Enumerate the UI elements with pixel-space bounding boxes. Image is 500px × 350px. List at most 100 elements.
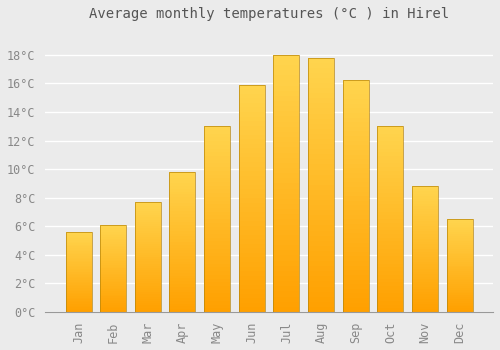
Bar <box>342 280 368 284</box>
Bar <box>412 292 438 294</box>
Bar <box>66 245 92 246</box>
Bar <box>308 88 334 93</box>
Bar <box>135 248 161 250</box>
Bar <box>308 205 334 210</box>
Bar <box>135 219 161 222</box>
Bar <box>239 198 265 203</box>
Bar <box>412 211 438 214</box>
Bar <box>239 185 265 189</box>
Bar <box>100 286 126 288</box>
Bar <box>446 301 472 303</box>
Bar <box>204 148 230 152</box>
Bar <box>274 209 299 214</box>
Bar <box>412 272 438 274</box>
Bar <box>308 200 334 205</box>
Bar <box>66 262 92 264</box>
Bar <box>170 250 196 253</box>
Bar <box>170 225 196 228</box>
Bar <box>378 264 404 267</box>
Bar <box>100 272 126 274</box>
Bar <box>66 250 92 251</box>
Bar <box>239 280 265 285</box>
Bar <box>135 277 161 279</box>
Bar <box>66 246 92 248</box>
Bar <box>170 214 196 217</box>
Bar <box>204 126 230 130</box>
Bar <box>274 173 299 178</box>
Bar <box>446 239 472 241</box>
Bar <box>378 148 404 152</box>
Bar <box>378 256 404 260</box>
Bar <box>239 94 265 98</box>
Bar <box>446 223 472 225</box>
Bar <box>412 254 438 257</box>
Bar <box>342 224 368 229</box>
Bar <box>66 254 92 256</box>
Bar <box>170 175 196 177</box>
Bar <box>239 212 265 217</box>
Bar <box>378 297 404 301</box>
Bar <box>100 258 126 260</box>
Bar <box>66 301 92 302</box>
Bar <box>342 178 368 182</box>
Bar <box>412 277 438 279</box>
Bar <box>274 178 299 183</box>
Bar <box>308 215 334 220</box>
Bar <box>100 298 126 300</box>
Bar <box>135 209 161 211</box>
Bar <box>100 249 126 251</box>
Bar <box>204 137 230 141</box>
Bar <box>412 209 438 211</box>
Bar <box>446 310 472 312</box>
Bar <box>412 264 438 267</box>
Bar <box>170 200 196 203</box>
Bar <box>135 206 161 209</box>
Bar <box>100 237 126 239</box>
Bar <box>204 130 230 134</box>
Bar <box>100 230 126 232</box>
Bar <box>342 122 368 127</box>
Bar <box>239 180 265 185</box>
Bar <box>274 199 299 204</box>
Bar <box>239 208 265 212</box>
Bar <box>378 208 404 212</box>
Bar <box>204 234 230 238</box>
Bar <box>446 276 472 279</box>
Bar <box>204 260 230 264</box>
Bar <box>135 224 161 226</box>
Bar <box>342 303 368 307</box>
Bar <box>412 262 438 264</box>
Bar <box>274 189 299 194</box>
Bar <box>308 302 334 307</box>
Bar <box>204 286 230 290</box>
Bar <box>342 155 368 159</box>
Bar <box>342 270 368 275</box>
Bar <box>378 130 404 134</box>
Bar <box>135 294 161 296</box>
Bar <box>66 259 92 261</box>
Bar <box>66 307 92 309</box>
Bar <box>100 233 126 235</box>
Bar <box>378 167 404 171</box>
Bar <box>274 224 299 230</box>
Bar <box>446 228 472 230</box>
Bar <box>342 233 368 238</box>
Bar <box>446 256 472 258</box>
Bar <box>204 304 230 308</box>
Bar <box>378 178 404 182</box>
Bar <box>412 237 438 239</box>
Bar <box>66 283 92 285</box>
Bar <box>378 286 404 290</box>
Bar <box>308 266 334 271</box>
Bar <box>135 279 161 281</box>
Bar <box>204 282 230 286</box>
Bar <box>100 281 126 282</box>
Bar <box>308 276 334 281</box>
Bar <box>446 264 472 266</box>
Bar <box>446 254 472 256</box>
Bar <box>239 262 265 266</box>
Bar <box>274 127 299 132</box>
Bar <box>135 253 161 255</box>
Bar <box>239 226 265 230</box>
Bar <box>100 274 126 275</box>
